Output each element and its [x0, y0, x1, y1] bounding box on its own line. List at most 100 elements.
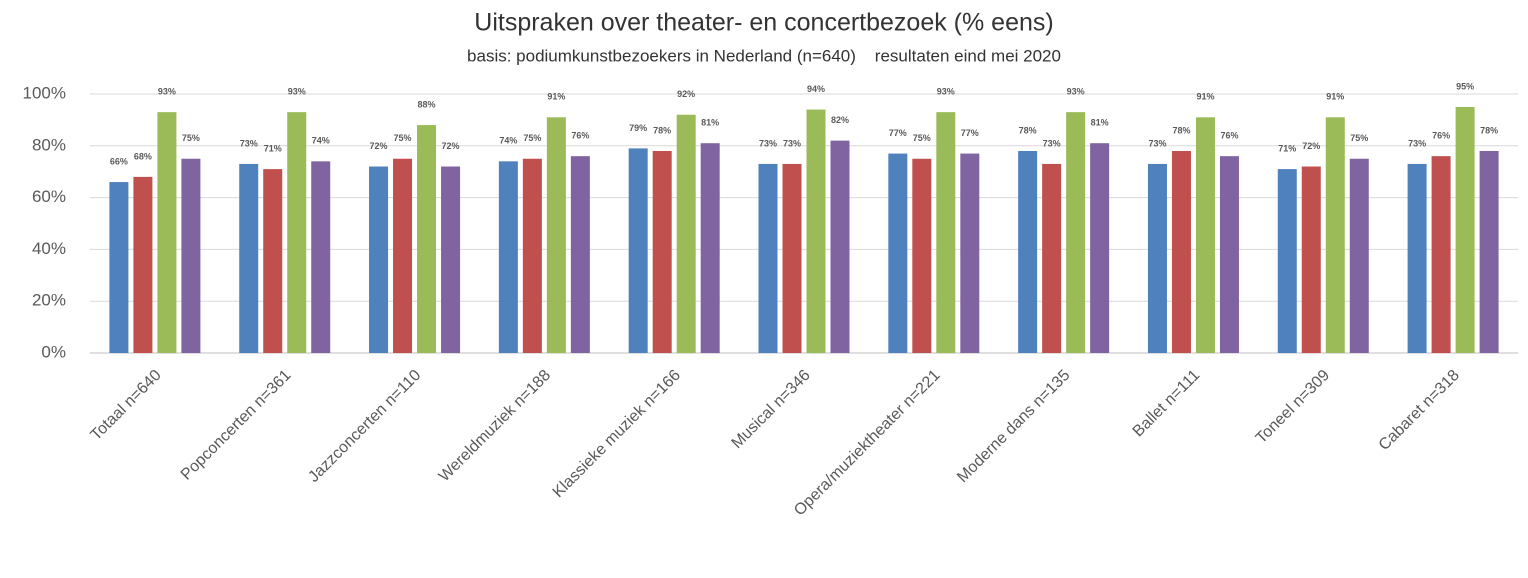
bar	[263, 169, 283, 353]
bar	[109, 182, 129, 353]
value-label: 93%	[1067, 87, 1085, 97]
bar	[287, 112, 307, 353]
bar	[1219, 156, 1239, 353]
value-label: 82%	[831, 115, 849, 125]
value-label: 81%	[701, 118, 719, 128]
x-tick-label: Cabaret n=318	[1376, 367, 1463, 454]
value-label: 93%	[288, 87, 306, 97]
value-label: 73%	[1408, 138, 1426, 148]
bar	[936, 112, 956, 353]
bar	[417, 125, 437, 353]
value-label: 88%	[418, 99, 436, 109]
bar	[782, 163, 802, 353]
bar	[806, 109, 826, 353]
bar	[1090, 143, 1110, 353]
value-label: 79%	[629, 123, 647, 133]
bar	[1147, 163, 1167, 353]
y-tick-label: 20%	[32, 291, 66, 310]
value-label: 75%	[523, 133, 541, 143]
x-tick-label: Jazzconcerten n=110	[305, 367, 424, 486]
bar	[546, 117, 566, 353]
x-tick-label: Musical n=346	[729, 367, 814, 452]
value-label: 73%	[1043, 138, 1061, 148]
bar	[1277, 169, 1297, 353]
y-tick-label: 60%	[32, 187, 66, 206]
value-label: 72%	[442, 141, 460, 151]
bar	[498, 161, 518, 353]
bar	[1349, 158, 1369, 353]
bar	[1325, 117, 1345, 353]
x-tick-label: Klassieke muziek n=166	[550, 367, 684, 501]
value-label: 71%	[1278, 143, 1296, 153]
bar	[157, 112, 177, 353]
value-label: 91%	[547, 92, 565, 102]
value-label: 76%	[571, 131, 589, 141]
value-label: 78%	[653, 125, 671, 135]
value-label: 77%	[961, 128, 979, 138]
bar	[1171, 150, 1191, 353]
bar	[311, 161, 331, 353]
bar	[1431, 156, 1451, 353]
value-label: 74%	[312, 136, 330, 146]
value-label: 73%	[1148, 138, 1166, 148]
y-tick-label: 0%	[41, 342, 66, 361]
value-label: 73%	[759, 138, 777, 148]
value-label: 93%	[937, 87, 955, 97]
value-label: 75%	[1350, 133, 1368, 143]
x-tick-label: Totaal n=640	[88, 367, 165, 444]
value-label: 72%	[1302, 141, 1320, 151]
value-label: 73%	[783, 138, 801, 148]
chart-subtitle: basis: podiumkunstbezoekers in Nederland…	[467, 46, 1061, 65]
value-label: 68%	[134, 151, 152, 161]
bar	[960, 153, 980, 353]
bar	[441, 166, 461, 353]
bar	[676, 114, 696, 353]
bar	[1301, 166, 1321, 353]
value-label: 76%	[1220, 131, 1238, 141]
value-label: 72%	[370, 141, 388, 151]
bar	[570, 156, 590, 353]
value-label: 76%	[1432, 131, 1450, 141]
bar	[1479, 150, 1499, 353]
bar	[758, 163, 778, 353]
value-label: 78%	[1019, 125, 1037, 135]
value-label: 91%	[1326, 92, 1344, 102]
bar	[181, 158, 201, 353]
y-tick-label: 40%	[32, 239, 66, 258]
x-tick-label: Moderne dans n=135	[954, 367, 1073, 486]
value-label: 94%	[807, 84, 825, 94]
value-label: 75%	[182, 133, 200, 143]
chart-title: Uitspraken over theater- en concertbezoe…	[474, 9, 1053, 37]
bar	[1195, 117, 1215, 353]
value-label: 73%	[240, 138, 258, 148]
bar	[700, 143, 720, 353]
bar	[133, 176, 153, 353]
bar	[1407, 163, 1427, 353]
value-label: 95%	[1456, 81, 1474, 91]
bar	[888, 153, 908, 353]
bar	[393, 158, 413, 353]
value-label: 74%	[499, 136, 517, 146]
value-label: 91%	[1196, 92, 1214, 102]
value-label: 93%	[158, 87, 176, 97]
bar	[1042, 163, 1062, 353]
bar	[522, 158, 542, 353]
bar	[1018, 150, 1038, 353]
value-label: 77%	[889, 128, 907, 138]
x-tick-label: Opera/muziektheater n=221	[791, 367, 944, 520]
y-tick-label: 100%	[23, 83, 66, 102]
x-tick-label: Popconcerten n=361	[178, 367, 295, 484]
bar	[628, 148, 648, 353]
y-tick-label: 80%	[32, 135, 66, 154]
bar	[1066, 112, 1086, 353]
bar	[369, 166, 389, 353]
value-label: 78%	[1480, 125, 1498, 135]
value-label: 78%	[1172, 125, 1190, 135]
value-label: 75%	[913, 133, 931, 143]
bar	[652, 150, 672, 353]
bar	[1455, 106, 1475, 353]
value-label: 92%	[677, 89, 695, 99]
value-label: 75%	[394, 133, 412, 143]
x-tick-label: Toneel n=309	[1253, 367, 1333, 447]
